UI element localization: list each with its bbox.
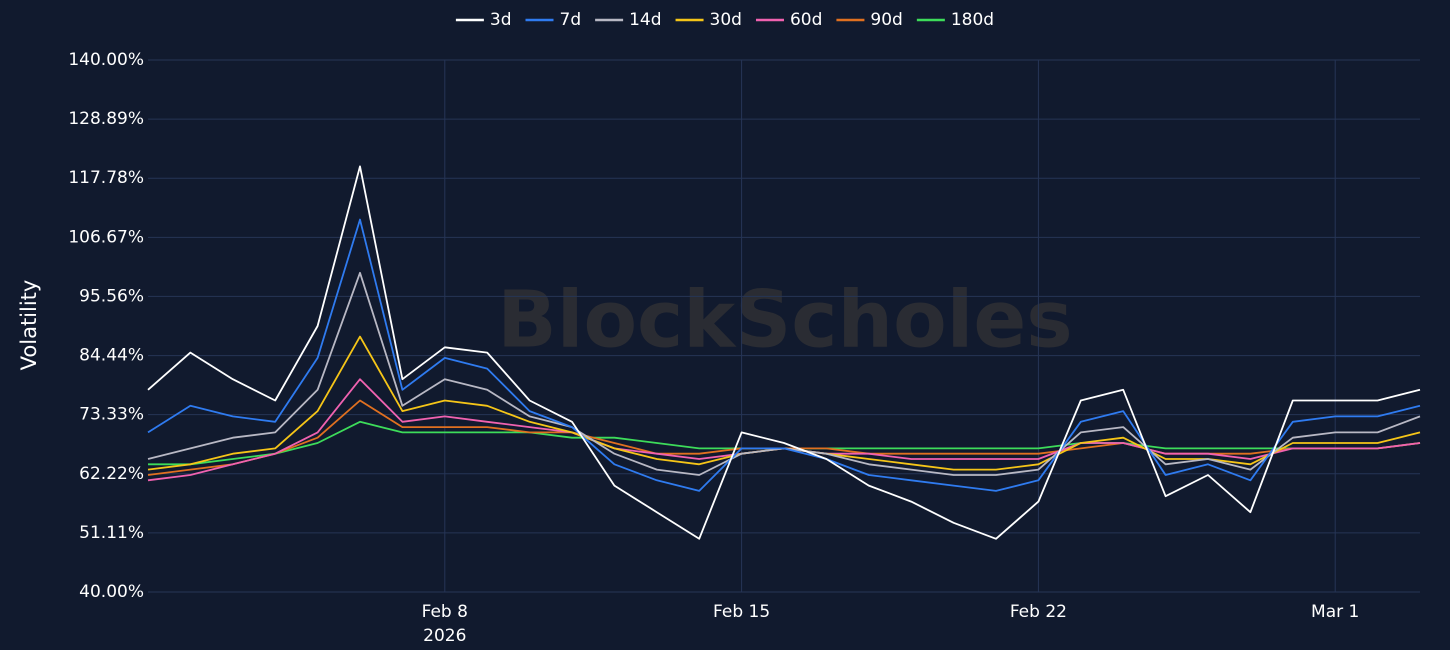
legend-item: 7d	[525, 10, 582, 30]
series-line	[147, 165, 1421, 540]
y-tick-label: 40.00%	[79, 582, 144, 602]
legend-item: 90d	[836, 10, 903, 30]
legend-label: 14d	[629, 10, 661, 30]
legend-label: 3d	[490, 10, 512, 30]
legend-label: 7d	[560, 10, 582, 30]
y-tick-label: 106.67%	[68, 227, 144, 247]
y-tick-label: 140.00%	[68, 50, 144, 70]
legend-label: 30d	[710, 10, 742, 30]
legend-item: 60d	[755, 10, 822, 30]
x-tick-label: Feb 8	[422, 602, 468, 622]
legend: 3d 7d 14d 30d 60d 90d 180d	[455, 10, 994, 30]
watermark: BlockScholes	[497, 275, 1072, 365]
legend-item: 14d	[595, 10, 662, 30]
y-axis-title: Volatility	[17, 280, 41, 371]
grid: 40.00% 51.11% 62.22% 73.33% 84.44% 95.56% 106.…	[68, 50, 1420, 646]
legend-label: 60d	[790, 10, 822, 30]
y-tick-label: 51.11%	[79, 523, 144, 543]
x-tick-label: Feb 22	[1010, 602, 1067, 622]
legend-item: 180d	[916, 10, 994, 30]
x-year-label: 2026	[423, 626, 466, 646]
series-line	[147, 218, 1421, 492]
y-tick-label: 117.78%	[68, 168, 144, 188]
plot	[147, 165, 1421, 540]
y-tick-label: 62.22%	[79, 464, 144, 484]
legend-label: 90d	[870, 10, 902, 30]
y-tick-label: 73.33%	[79, 405, 144, 425]
y-tick-label: 95.56%	[79, 286, 144, 306]
legend-item: 30d	[675, 10, 742, 30]
x-tick-label: Mar 1	[1311, 602, 1359, 622]
y-tick-label: 128.89%	[68, 109, 144, 129]
y-tick-label: 84.44%	[79, 346, 144, 366]
x-tick-label: Feb 15	[713, 602, 770, 622]
legend-label: 180d	[951, 10, 994, 30]
legend-item: 3d	[455, 10, 512, 30]
